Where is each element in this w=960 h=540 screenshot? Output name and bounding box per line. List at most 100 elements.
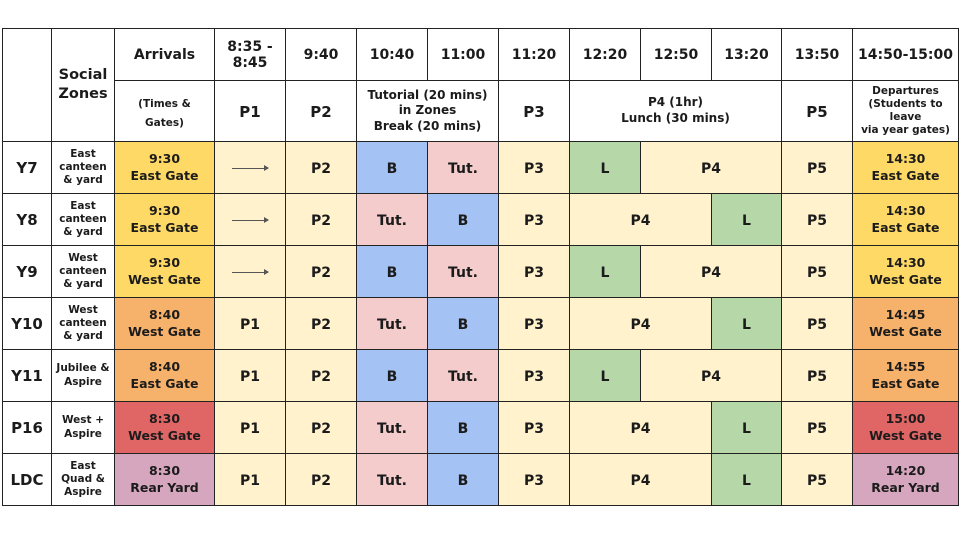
p1-label: P1 xyxy=(239,317,260,333)
arrival-time: 8:40 xyxy=(148,307,181,323)
lunch-cell: L xyxy=(569,245,641,298)
social-zones-label: Social Zones xyxy=(58,67,108,102)
p1-label: P1 xyxy=(239,473,260,489)
p1-cell: P1 xyxy=(214,401,286,454)
zone-line: & yard xyxy=(63,330,103,343)
time-label: 11:20 xyxy=(511,46,557,63)
arrivals-header: Arrivals xyxy=(114,28,215,81)
p5-label: P5 xyxy=(806,317,827,333)
departure-time: 15:00 xyxy=(885,411,926,427)
time-header: 14:50-15:00 xyxy=(852,28,959,81)
zone-line: Jubilee & xyxy=(56,362,110,375)
time-header: 9:40 xyxy=(285,28,357,81)
period-header: P5 xyxy=(781,80,853,142)
p4-lunch-header: P4 (1hr) Lunch (30 mins) xyxy=(569,80,782,142)
p5-cell: P5 xyxy=(781,401,853,454)
slot-1100-cell: B xyxy=(427,297,499,350)
zone-line: West xyxy=(68,303,98,316)
social-zones-header: Social Zones xyxy=(51,28,115,142)
lunch-label: L xyxy=(600,161,610,177)
p4-cell: P4 xyxy=(569,297,712,350)
p3-label: P3 xyxy=(523,265,544,281)
zone-line: Quad & xyxy=(61,472,105,485)
lunch-label: L xyxy=(600,369,610,385)
p1-cell xyxy=(214,141,286,194)
slot-label: Tut. xyxy=(377,317,407,333)
time-label: 14:50-15:00 xyxy=(858,46,953,63)
year-cell: Y7 xyxy=(2,141,52,194)
timetable: Social Zones Arrivals 8:35 - 8:45 9:40 1… xyxy=(2,28,959,506)
p5-label: P5 xyxy=(806,421,827,437)
period-header: P1 xyxy=(214,80,286,142)
departure-cell: 14:30 West Gate xyxy=(852,245,959,298)
p4-label: P4 xyxy=(630,421,651,437)
p5-label: P5 xyxy=(806,369,827,385)
zone-line: Aspire xyxy=(64,486,102,499)
departures-line: Departures xyxy=(872,84,939,97)
arrival-cell: 8:40 West Gate xyxy=(114,297,215,350)
p4-cell: P4 xyxy=(640,245,782,298)
lunch-label: L xyxy=(742,473,751,489)
year-label: Y7 xyxy=(16,159,38,177)
arrivals-sub-header: (Times & Gates) xyxy=(114,80,215,142)
zone-cell: East Quad & Aspire xyxy=(51,453,115,506)
p3-label: P3 xyxy=(523,473,544,489)
arrival-cell: 8:30 Rear Yard xyxy=(114,453,215,506)
lunch-line: Lunch (30 mins) xyxy=(621,111,730,125)
arrow-right-icon xyxy=(232,217,269,223)
p3-label: P3 xyxy=(523,161,544,177)
p2-label: P2 xyxy=(310,421,331,437)
zone-line: & yard xyxy=(63,174,103,187)
lunch-label: L xyxy=(742,317,751,333)
zone-cell: East canteen & yard xyxy=(51,141,115,194)
arrival-gate: Rear Yard xyxy=(130,479,199,495)
table-row: LDC East Quad & Aspire 8:30 Rear Yard P1 P2 Tut.… xyxy=(2,453,959,506)
slot-1040-cell: B xyxy=(356,349,428,402)
header-row-times: Social Zones Arrivals 8:35 - 8:45 9:40 1… xyxy=(2,28,959,142)
slot-label: B xyxy=(386,265,398,281)
slot-label: Tut. xyxy=(448,265,478,281)
corner-cell xyxy=(2,28,52,142)
time-header: 11:20 xyxy=(498,28,570,81)
p4-cell: P4 xyxy=(640,349,782,402)
p4-line: P4 (1hr) xyxy=(647,95,704,110)
slot-label: Tut. xyxy=(448,161,478,177)
slot-label: Tut. xyxy=(377,213,407,229)
zone-line: & yard xyxy=(63,226,103,239)
p2-label: P2 xyxy=(310,317,331,333)
arrival-gate: West Gate xyxy=(128,271,201,287)
arrival-cell: 9:30 East Gate xyxy=(114,193,215,246)
slot-1100-cell: B xyxy=(427,401,499,454)
p4-cell: P4 xyxy=(569,453,712,506)
time-header: 11:00 xyxy=(427,28,499,81)
p2-cell: P2 xyxy=(285,401,357,454)
departure-time: 14:30 xyxy=(885,203,926,219)
departure-gate: East Gate xyxy=(871,375,940,391)
table-row: Y9 West canteen & yard 9:30 West Gate P2 B Tut. P… xyxy=(2,245,959,298)
p4-label: P4 xyxy=(700,369,721,385)
departure-time: 14:20 xyxy=(885,463,926,479)
slot-label: B xyxy=(386,161,398,177)
time-header: 12:50 xyxy=(640,28,712,81)
departure-cell: 15:00 West Gate xyxy=(852,401,959,454)
period-header: P2 xyxy=(285,80,357,142)
departure-cell: 14:45 West Gate xyxy=(852,297,959,350)
table-row: P16 West + Aspire 8:30 West Gate P1 P2 Tut. B P3 P… xyxy=(2,401,959,454)
zone-line: East xyxy=(70,147,96,160)
header-row-periods: (Times & Gates) P1 P2 Tutorial (20 mins)… xyxy=(3,80,959,142)
period-label: P1 xyxy=(239,102,261,121)
zone-line: canteen xyxy=(59,160,107,173)
p2-cell: P2 xyxy=(285,349,357,402)
lunch-label: L xyxy=(742,421,751,437)
p4-cell: P4 xyxy=(640,141,782,194)
slot-label: Tut. xyxy=(377,473,407,489)
time-header: 10:40 xyxy=(356,28,428,81)
p4-label: P4 xyxy=(630,473,651,489)
p3-cell: P3 xyxy=(498,245,570,298)
arrivals-label: Arrivals xyxy=(133,46,196,63)
slot-1040-cell: Tut. xyxy=(356,193,428,246)
p2-cell: P2 xyxy=(285,245,357,298)
p2-label: P2 xyxy=(310,369,331,385)
lunch-cell: L xyxy=(711,401,782,454)
time-label: 13:50 xyxy=(794,46,840,63)
